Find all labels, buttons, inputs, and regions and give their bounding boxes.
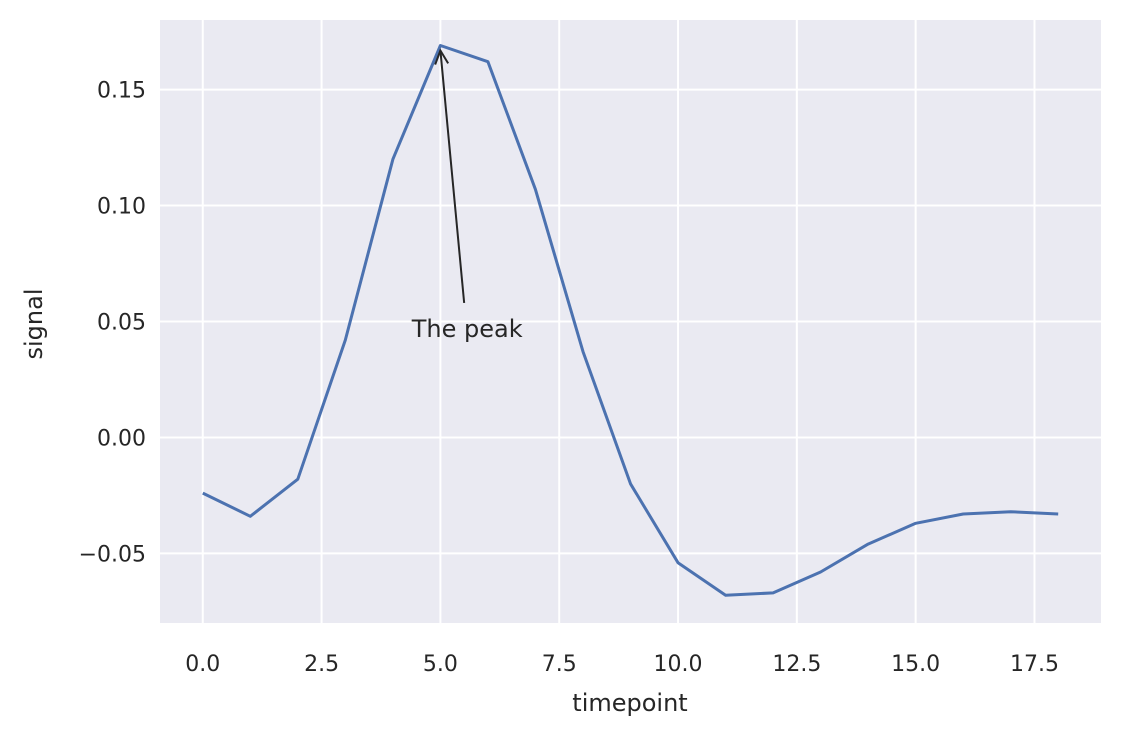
- x-tick-label: 10.0: [654, 652, 703, 677]
- y-tick-label: 0.10: [97, 195, 146, 220]
- grid: [160, 20, 1101, 623]
- y-tick-label: −0.05: [79, 542, 146, 567]
- series-line: [202, 44, 1059, 597]
- x-tick-label: 2.5: [304, 652, 339, 677]
- x-tick-label: 5.0: [423, 652, 458, 677]
- x-tick-label: 17.5: [1010, 652, 1059, 677]
- y-tick-label: 0.00: [97, 426, 146, 451]
- series-group: [202, 44, 1059, 597]
- y-axis: −0.05 0.00 0.05 0.10 0.15: [79, 79, 146, 568]
- annotations: The peak: [411, 48, 523, 343]
- x-tick-label: 0.0: [185, 652, 220, 677]
- y-tick-label: 0.15: [97, 79, 146, 104]
- annotation-arrow: [439, 50, 466, 304]
- x-axis-label: timepoint: [572, 689, 687, 717]
- x-axis: 0.0 2.5 5.0 7.5 10.0 12.5 15.0 17.5: [185, 652, 1059, 677]
- x-tick-label: 12.5: [772, 652, 821, 677]
- annotation-label: The peak: [411, 315, 523, 343]
- x-tick-label: 7.5: [542, 652, 577, 677]
- annotation-arrowhead: [434, 48, 450, 65]
- x-tick-label: 15.0: [891, 652, 940, 677]
- y-tick-label: 0.05: [97, 311, 146, 336]
- y-axis-label: signal: [20, 289, 48, 360]
